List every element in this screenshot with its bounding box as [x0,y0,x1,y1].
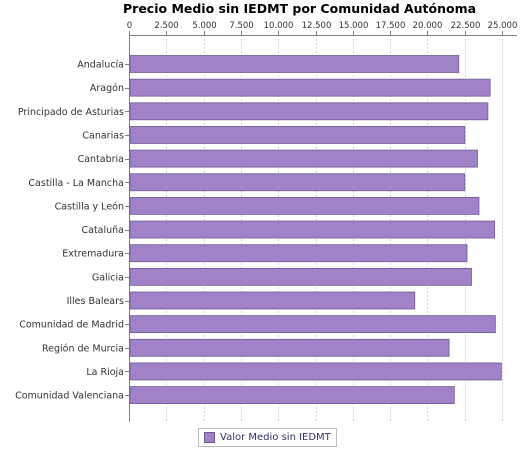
legend-swatch [204,432,215,443]
category-label: Canarias [82,130,124,141]
x-tick-label: 15.000 [339,21,369,31]
x-tick-label: 20.000 [413,21,443,31]
bar [129,338,450,357]
x-tick-label: 7.500 [229,21,253,31]
bar [129,78,491,97]
bar [129,102,489,121]
category-label: La Rioja [86,367,124,378]
category-label: Cataluña [81,225,124,236]
category-label: Castilla - La Mancha [28,178,124,189]
category-label: Andalucía [77,60,124,71]
x-tick-label: 2.500 [154,21,178,31]
x-tick-label: 22.500 [451,21,481,31]
bar [129,244,468,263]
x-tick-label: 17.500 [376,21,406,31]
category-label: Cantabria [78,154,124,165]
category-label: Castilla y León [55,201,124,212]
category-label: Aragón [90,83,124,94]
x-tick-label: 25.000 [488,21,518,31]
category-label: Principado de Asturias [18,107,124,118]
category-label: Comunidad Valenciana [15,391,124,402]
category-label: Extremadura [62,249,124,260]
x-tick-label: 12.500 [302,21,332,31]
x-tick-label: 5.000 [192,21,216,31]
bar [129,291,416,310]
category-label: Illes Balears [67,296,124,307]
category-label: Galicia [92,272,124,283]
bar [129,267,472,286]
bar [129,386,455,405]
bar [129,149,478,168]
bar [129,362,502,381]
bar [129,173,466,192]
bar [129,315,496,334]
bar [129,55,460,73]
bar [129,126,466,144]
legend: Valor Medio sin IEDMT [198,428,337,447]
chart-title: Precio Medio sin IEDMT por Comunidad Aut… [123,1,477,16]
bar [129,196,480,215]
category-label: Comunidad de Madrid [19,320,124,331]
x-tick-label: 0 [127,21,132,31]
x-tick-label: 10.000 [264,21,294,31]
category-label: Región de Murcia [42,343,124,354]
legend-label: Valor Medio sin IEDMT [220,432,331,443]
bar [129,220,496,239]
